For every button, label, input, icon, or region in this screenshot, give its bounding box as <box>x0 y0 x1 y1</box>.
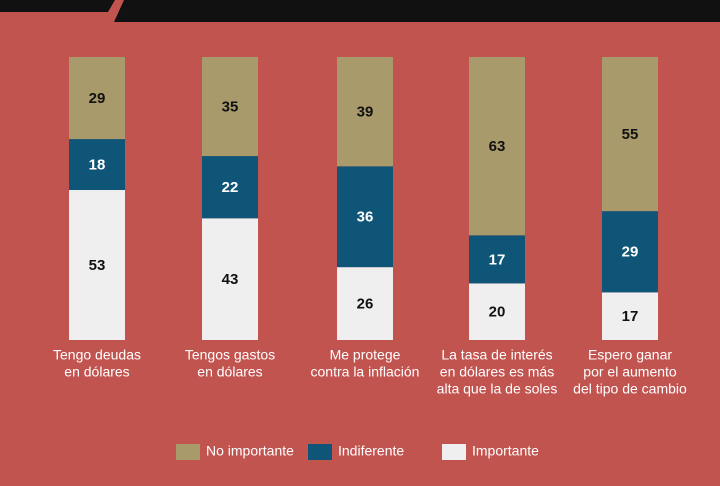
bar-segment <box>202 156 258 219</box>
x-tick-label: por el aumento <box>583 364 677 380</box>
x-tick-label: en dólares es más <box>440 364 554 380</box>
value-label: 63 <box>489 138 506 155</box>
header-strip <box>114 0 720 22</box>
bar-segment <box>202 218 258 340</box>
bar-segment <box>602 57 658 212</box>
value-label: 35 <box>222 98 239 115</box>
header-strip <box>0 0 115 12</box>
bar-segment <box>337 166 393 268</box>
x-tick-label: en dólares <box>64 364 129 380</box>
bar-segment <box>69 190 125 340</box>
x-tick-label: alta que la de soles <box>437 381 558 397</box>
x-tick-label: Tengo deudas <box>53 347 141 363</box>
x-tick-label: Espero ganar <box>588 347 672 363</box>
x-tick-label: La tasa de interés <box>441 347 552 363</box>
bar-segment <box>469 235 525 284</box>
value-label: 17 <box>489 251 506 268</box>
legend-label: Importante <box>472 443 539 459</box>
value-label: 55 <box>622 126 639 143</box>
value-label: 39 <box>357 104 374 121</box>
value-label: 29 <box>89 90 106 107</box>
bar-segment <box>69 139 125 191</box>
bar-segment <box>337 57 393 167</box>
value-label: 20 <box>489 304 506 321</box>
value-label: 36 <box>357 209 374 226</box>
legend-swatch <box>442 444 466 460</box>
value-label: 22 <box>222 179 239 196</box>
bar-segment <box>337 267 393 340</box>
value-label: 29 <box>622 244 639 261</box>
x-tick-label: del tipo de cambio <box>573 381 687 397</box>
value-label: 26 <box>357 296 374 313</box>
x-tick-label: en dólares <box>197 364 262 380</box>
bar-segment <box>602 211 658 293</box>
value-label: 17 <box>622 308 639 325</box>
bar-segment <box>469 57 525 236</box>
x-tick-label: Me protege <box>330 347 401 363</box>
value-label: 18 <box>89 157 106 174</box>
value-label: 53 <box>89 257 106 274</box>
header-gap <box>0 12 108 22</box>
legend-swatch <box>308 444 332 460</box>
bar-segment <box>602 292 658 340</box>
bar-segment <box>202 57 258 157</box>
legend-label: No importante <box>206 443 294 459</box>
bar-segment <box>469 283 525 340</box>
bar-segment <box>69 57 125 140</box>
x-tick-label: contra la inflación <box>311 364 420 380</box>
legend-label: Indiferente <box>338 443 404 459</box>
x-tick-label: Tengos gastos <box>185 347 275 363</box>
value-label: 43 <box>222 271 239 288</box>
legend-swatch <box>176 444 200 460</box>
